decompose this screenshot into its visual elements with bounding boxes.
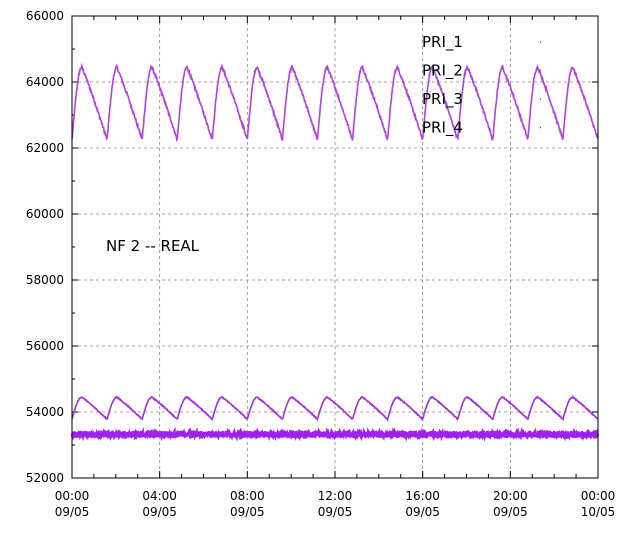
plot-frame: [71, 15, 599, 479]
y-tick-label: 58000: [26, 273, 64, 287]
x-tick-label-date: 09/05: [55, 505, 90, 519]
legend: PRI_1 PRI_2 PRI_3 PRI_4: [422, 33, 541, 138]
y-tick-label: 52000: [26, 471, 64, 485]
legend-entry-label: PRI_2: [422, 62, 463, 81]
legend-entry-label: PRI_3: [422, 90, 463, 109]
series-group: [70, 62, 600, 442]
y-tick-label: 64000: [26, 75, 64, 89]
series-line-pri-1: [71, 62, 599, 143]
y-axis: 52000 54000 56000 58000 60000 62000 64000 66000: [26, 9, 598, 485]
x-tick-label-date: 09/05: [142, 505, 177, 519]
legend-entry-label: PRI_1: [422, 33, 463, 52]
grid: [72, 16, 598, 478]
y-tick-label: 66000: [26, 9, 64, 23]
y-tick-label: 60000: [26, 207, 64, 221]
y-tick-label: 54000: [26, 405, 64, 419]
legend-entry-label: PRI_4: [422, 119, 463, 138]
series-line-pri-2: [71, 395, 599, 422]
x-tick-label-time: 08:00: [230, 489, 265, 503]
chart-annotation: NF 2 -- REAL: [106, 237, 200, 255]
series-line-pri-4: [70, 428, 599, 442]
x-tick-label-date: 10/05: [581, 505, 616, 519]
x-tick-label-date: 09/05: [405, 505, 440, 519]
y-tick-label: 56000: [26, 339, 64, 353]
x-tick-label-date: 09/05: [230, 505, 265, 519]
x-tick-label-time: 00:00: [581, 489, 616, 503]
x-tick-label-time: 12:00: [318, 489, 353, 503]
x-tick-label-time: 00:00: [55, 489, 90, 503]
x-tick-label-time: 20:00: [493, 489, 528, 503]
x-tick-label-time: 16:00: [405, 489, 440, 503]
y-tick-label: 62000: [26, 141, 64, 155]
x-tick-label-time: 04:00: [142, 489, 177, 503]
x-tick-label-date: 09/05: [493, 505, 528, 519]
x-tick-label-date: 09/05: [318, 505, 353, 519]
x-axis: 00:00 09/05 04:00 09/05 08:00 09/05 12:00 09/05…: [55, 16, 616, 519]
